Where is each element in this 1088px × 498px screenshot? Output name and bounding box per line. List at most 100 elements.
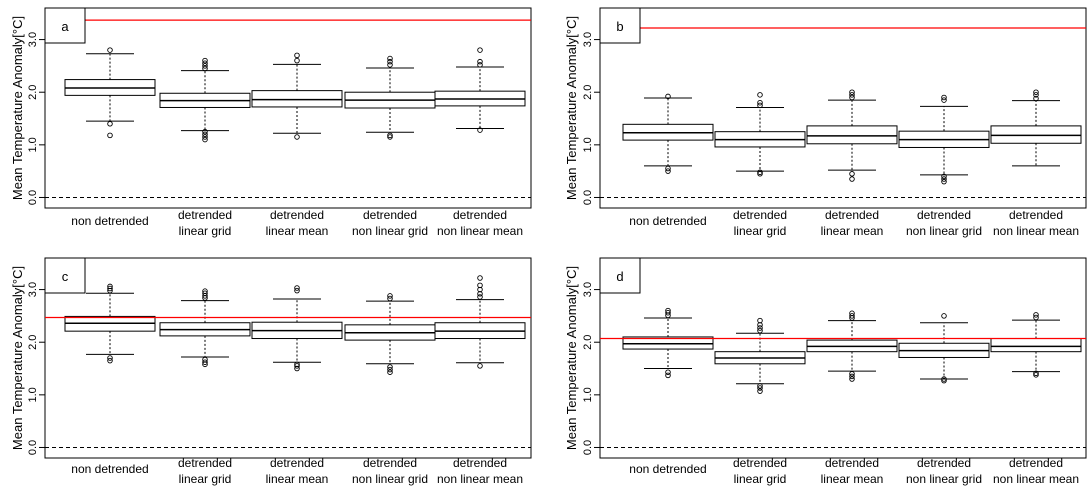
y-tick-label: 3.0 <box>582 32 594 47</box>
panel-label-box <box>44 7 86 44</box>
outlier-point <box>665 309 671 316</box>
y-tick-label: 1.0 <box>582 387 594 402</box>
x-tick-label: non linear mean <box>437 472 523 486</box>
outlier-point <box>1033 89 1039 95</box>
outlier-point <box>941 178 947 185</box>
outlier-point <box>294 363 300 369</box>
y-axis-label: Mean Temperature Anomaly[°C] <box>10 266 25 450</box>
y-tick-label: 0.0 <box>27 440 39 455</box>
panel-label: c <box>44 257 86 294</box>
box-4 <box>898 94 990 185</box>
x-tick-label: linear grid <box>179 472 232 486</box>
panel-label-text: a <box>61 19 69 34</box>
y-tick-label: 2.0 <box>27 85 39 100</box>
outlier-point <box>202 288 208 294</box>
x-tick-label: detrended <box>1009 208 1063 222</box>
outlier-point <box>294 287 300 294</box>
outlier-point <box>757 383 763 389</box>
outlier-point <box>849 310 855 317</box>
box-2 <box>714 92 806 177</box>
x-tick-label: detrended <box>825 208 879 222</box>
x-tick-label: detrended <box>178 456 232 470</box>
outlier-point <box>849 373 855 380</box>
box-2 <box>159 288 251 368</box>
y-tick-label: 0.0 <box>582 190 594 205</box>
outlier-point <box>849 171 855 177</box>
outlier-point <box>757 102 763 109</box>
outlier-point <box>941 97 947 103</box>
outlier-point <box>107 47 113 53</box>
outlier-point <box>849 92 855 98</box>
box-1 <box>622 93 714 174</box>
outlier-point <box>387 366 393 373</box>
box-4 <box>344 55 436 140</box>
box-1 <box>64 47 156 139</box>
y-tick-label: 2.0 <box>582 335 594 350</box>
x-tick-label: detrended <box>917 208 971 222</box>
y-tick-label: 3.0 <box>582 282 594 297</box>
outlier-point <box>477 294 483 300</box>
outlier-point <box>477 62 483 68</box>
outlier-point <box>757 388 763 394</box>
x-tick-label: non detrended <box>629 462 706 476</box>
outlier-point <box>665 372 671 379</box>
y-tick-label: 0.0 <box>582 440 594 455</box>
box-body <box>990 125 1082 144</box>
y-tick-label: 1.0 <box>582 137 594 152</box>
x-tick-label: detrended <box>453 208 507 222</box>
outlier-point <box>941 376 947 382</box>
outlier-point <box>1033 95 1039 102</box>
outlier-point <box>477 282 483 289</box>
x-tick-label: detrended <box>733 456 787 470</box>
y-tick-label: 1.0 <box>27 387 39 402</box>
x-tick-label: non linear mean <box>993 472 1079 486</box>
x-tick-label: linear mean <box>266 472 329 486</box>
plot-frame <box>599 7 1087 209</box>
x-tick-label: detrended <box>733 208 787 222</box>
box-body <box>990 338 1082 353</box>
box-3 <box>806 310 898 382</box>
x-tick-label: detrended <box>270 208 324 222</box>
y-tick-label: 3.0 <box>27 32 39 47</box>
box-5 <box>434 47 526 133</box>
outlier-point <box>294 285 300 291</box>
x-tick-label: detrended <box>363 456 417 470</box>
panel-label: a <box>44 7 86 44</box>
outlier-point <box>849 371 855 377</box>
x-tick-label: detrended <box>178 208 232 222</box>
outlier-point <box>477 127 483 133</box>
outlier-point <box>477 47 483 53</box>
outlier-point <box>941 377 947 384</box>
box-3 <box>806 89 898 182</box>
box-body <box>806 125 898 145</box>
outlier-point <box>757 92 763 98</box>
outlier-point <box>387 364 393 370</box>
outlier-point <box>202 356 208 363</box>
x-tick-label: detrended <box>363 208 417 222</box>
outlier-point <box>1033 372 1039 378</box>
outlier-point <box>202 60 208 67</box>
panel-label: d <box>599 257 641 294</box>
x-tick-label: non linear grid <box>906 224 982 238</box>
outlier-point <box>387 293 393 299</box>
outlier-point <box>202 57 208 64</box>
outlier-point <box>387 55 393 62</box>
y-axis-label: Mean Temperature Anomaly[°C] <box>564 266 579 450</box>
y-axis-label: Mean Temperature Anomaly[°C] <box>10 16 25 200</box>
y-tick-label: 2.0 <box>582 85 594 100</box>
x-tick-label: detrended <box>453 456 507 470</box>
panel-label-text: d <box>616 269 623 284</box>
outlier-point <box>665 93 671 100</box>
outlier-point <box>387 58 393 65</box>
outlier-point <box>941 173 947 180</box>
panel-label-text: c <box>62 269 69 284</box>
x-tick-label: detrended <box>1009 456 1063 470</box>
x-tick-label: detrended <box>917 456 971 470</box>
plot-frame <box>599 257 1087 459</box>
panel-label-box <box>599 257 641 294</box>
x-tick-label: detrended <box>270 456 324 470</box>
